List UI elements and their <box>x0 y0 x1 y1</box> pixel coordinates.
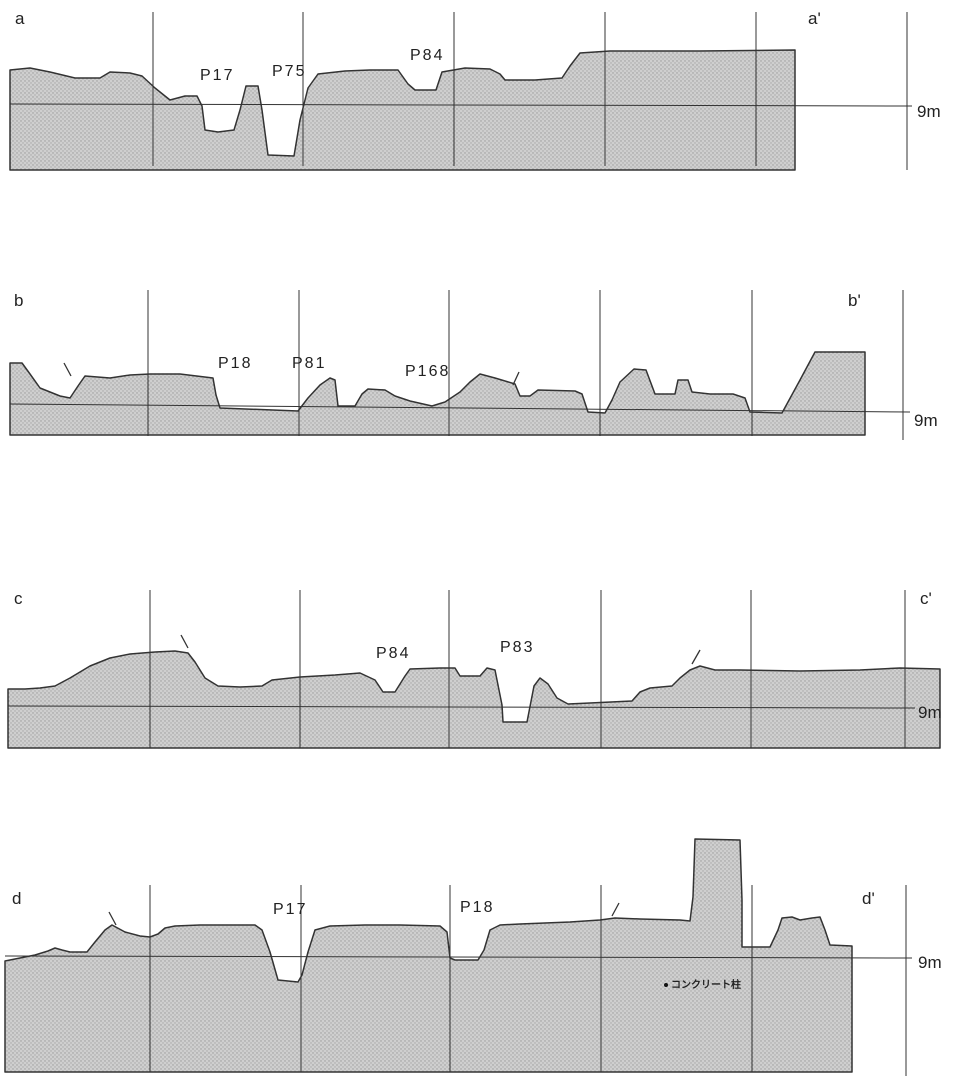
section-a-end-label: a' <box>808 9 821 28</box>
section-b-break-mark <box>512 371 520 386</box>
section-b: b b' 9m P18 P81 P168 <box>9 290 938 440</box>
section-a-start-label: a <box>15 9 25 28</box>
section-c-feature-label: P84 <box>376 645 410 662</box>
section-d-grid <box>149 885 907 1076</box>
section-a-profile <box>9 49 796 171</box>
section-b-feature-label: P18 <box>218 355 252 372</box>
section-c-datum-label: 9m <box>918 703 942 722</box>
section-a-feature-label: P75 <box>272 63 306 80</box>
section-b-datum-label: 9m <box>914 411 938 430</box>
concrete-pillar-marker <box>664 983 668 987</box>
section-d-break-mark <box>611 902 620 917</box>
section-b-datum-line <box>9 403 911 413</box>
section-c-profile <box>7 650 941 749</box>
section-c-feature-label: P83 <box>500 639 534 656</box>
section-c-grid <box>149 590 906 748</box>
section-a: a a' 9m P17 P75 P84 <box>9 9 941 171</box>
section-c-end-label: c' <box>920 589 932 608</box>
section-d-datum-label: 9m <box>918 953 942 972</box>
section-d-break-mark <box>108 911 117 926</box>
section-d-datum-line <box>4 955 913 959</box>
section-c-datum-line <box>7 705 916 709</box>
section-b-start-label: b <box>14 291 23 310</box>
section-d-profile <box>4 838 853 1073</box>
section-a-datum-label: 9m <box>917 102 941 121</box>
section-a-feature-label: P84 <box>410 47 444 64</box>
section-d-feature-label: P17 <box>273 901 307 918</box>
section-c-break-mark <box>180 634 189 649</box>
section-b-grid <box>147 290 904 440</box>
section-b-break-mark <box>63 362 72 377</box>
section-b-profile <box>9 351 866 436</box>
section-a-grid <box>152 12 908 170</box>
section-b-end-label: b' <box>848 291 861 310</box>
section-d-end-label: d' <box>862 889 875 908</box>
section-d-feature-label: P18 <box>460 899 494 916</box>
section-a-feature-label: P17 <box>200 67 234 84</box>
section-c-break-mark <box>691 649 701 665</box>
section-c-start-label: c <box>14 589 23 608</box>
section-d: d d' 9m P17 P18 コンクリート柱 <box>4 838 942 1076</box>
concrete-pillar-note: コンクリート柱 <box>671 978 741 991</box>
section-b-feature-label: P81 <box>292 355 326 372</box>
section-d-start-label: d <box>12 889 21 908</box>
section-a-datum-line <box>9 103 913 107</box>
section-c: c c' 9m P84 P83 <box>7 589 942 749</box>
section-b-feature-label: P168 <box>405 363 450 380</box>
